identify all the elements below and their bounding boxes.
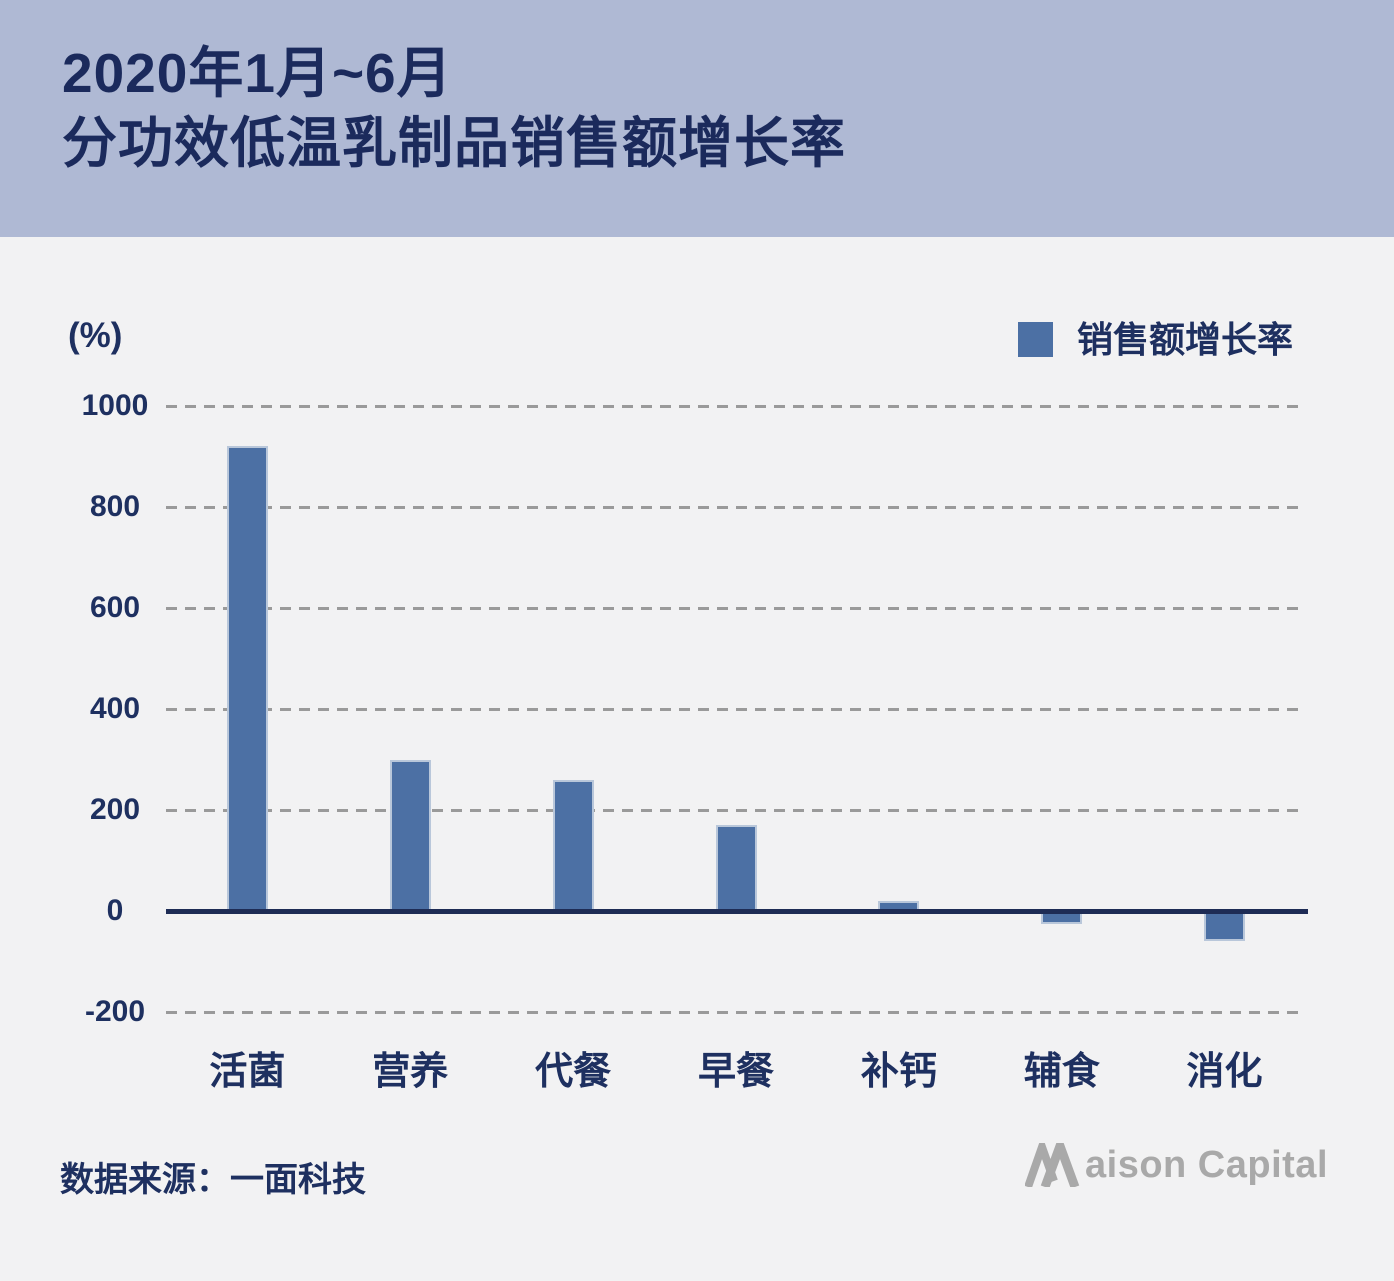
x-category-label: 消化: [1186, 1051, 1263, 1093]
legend-label: 销售额增长率: [1077, 319, 1294, 360]
gridline: [166, 707, 1306, 711]
bar: [389, 759, 431, 911]
bar: [552, 779, 594, 911]
bar: [715, 825, 757, 911]
legend-swatch: [1018, 322, 1053, 357]
x-category-label: 营养: [372, 1051, 449, 1093]
maison-m-icon: [1025, 1143, 1080, 1187]
bar: [1204, 911, 1246, 942]
y-tick-label: 800: [89, 490, 141, 523]
x-category-label: 补钙: [860, 1051, 937, 1093]
gridline: [166, 808, 1306, 812]
gridline: [166, 1010, 1306, 1014]
y-tick-label: -200: [84, 995, 146, 1028]
data-source: 数据来源：一面科技: [60, 1161, 366, 1199]
y-axis-unit-label: (%): [68, 316, 123, 355]
legend: 销售额增长率: [1018, 319, 1294, 360]
y-tick-label: 400: [89, 692, 141, 725]
y-tick-label: 200: [89, 793, 141, 826]
y-tick-label: 1000: [81, 389, 149, 422]
page-title-line1: 2020年1月~6月: [62, 42, 453, 104]
gridline: [166, 404, 1306, 408]
y-tick-label: 600: [89, 591, 141, 624]
brand-logo: aison Capital: [1025, 1143, 1328, 1187]
header: 2020年1月~6月 分功效低温乳制品销售额增长率: [0, 0, 1394, 237]
gridline: [166, 606, 1306, 610]
x-category-label: 活菌: [209, 1051, 286, 1093]
bar: [226, 446, 268, 911]
gridline: [166, 505, 1306, 509]
brand-text: aison Capital: [1085, 1144, 1328, 1186]
x-category-label: 辅食: [1023, 1051, 1100, 1093]
page-title-line2: 分功效低温乳制品销售额增长率: [62, 112, 847, 174]
axis-zero-line: [166, 909, 1308, 914]
y-tick-label: 0: [106, 894, 124, 927]
x-category-label: 代餐: [535, 1051, 612, 1093]
x-category-label: 早餐: [697, 1051, 774, 1093]
